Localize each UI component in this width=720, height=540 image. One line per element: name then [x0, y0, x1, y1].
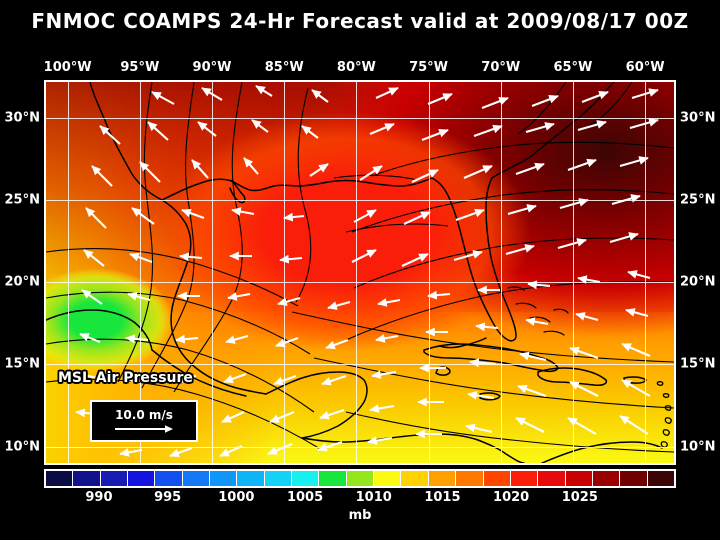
colorbar-swatch-7 — [237, 471, 265, 486]
colorbar-swatch-14 — [428, 471, 457, 486]
colorbar-swatch-2 — [100, 471, 129, 486]
lon-tick-75: 75°W — [409, 60, 449, 75]
pressure-field-svg — [46, 82, 674, 463]
colorbar[interactable] — [44, 469, 676, 488]
colorbar-swatch-6 — [210, 471, 238, 486]
colorbar-ticks: 990 995 1000 1005 1010 1015 1020 1025 — [44, 490, 676, 506]
page-title: FNMOC COAMPS 24-Hr Forecast valid at 200… — [31, 9, 689, 33]
colorbar-tick-1020: 1020 — [493, 490, 530, 505]
map-canvas — [46, 82, 674, 463]
lon-tick-60: 60°W — [625, 60, 665, 75]
colorbar-swatch-11 — [346, 471, 375, 486]
lon-tick-90: 90°W — [192, 60, 232, 75]
colorbar-swatch-12 — [374, 471, 402, 486]
colorbar-tick-1010: 1010 — [355, 490, 392, 505]
colorbar-tick-1015: 1015 — [424, 490, 461, 505]
lat-tick-right-20: 20°N — [680, 274, 716, 290]
colorbar-swatch-15 — [456, 471, 484, 486]
colorbar-swatch-13 — [401, 471, 429, 486]
lat-tick-left-30: 30°N — [4, 110, 40, 126]
lat-tick-right-25: 25°N — [680, 192, 716, 208]
colorbar-swatch-22 — [647, 471, 674, 486]
colorbar-swatch-1 — [73, 471, 101, 486]
colorbar-swatch-0 — [46, 471, 74, 486]
latitude-axis-left: 30°N 25°N 20°N 15°N 10°N — [0, 82, 44, 463]
colorbar-swatch-8 — [264, 471, 293, 486]
colorbar-swatch-17 — [510, 471, 539, 486]
lat-tick-left-25: 25°N — [4, 192, 40, 208]
colorbar-tick-1025: 1025 — [561, 490, 598, 505]
lon-tick-85: 85°W — [264, 60, 304, 75]
colorbar-tick-1000: 1000 — [218, 490, 255, 505]
colorbar-tick-990: 990 — [85, 490, 113, 505]
lon-tick-95: 95°W — [120, 60, 160, 75]
colorbar-swatch-9 — [292, 471, 320, 486]
colorbar-swatch-18 — [538, 471, 566, 486]
colorbar-tick-1005: 1005 — [286, 490, 324, 505]
colorbar-swatch-19 — [565, 471, 593, 486]
wind-scale-key: 10.0 m/s — [90, 400, 198, 442]
colorbar-tick-995: 995 — [154, 490, 182, 505]
right-arrow-icon — [115, 424, 173, 433]
lat-tick-right-30: 30°N — [680, 110, 716, 126]
lat-tick-right-15: 15°N — [680, 356, 716, 372]
colorbar-swatch-16 — [483, 471, 511, 486]
colorbar-unit-label: mb — [348, 508, 372, 523]
lat-tick-left-20: 20°N — [4, 274, 40, 290]
lon-tick-80: 80°W — [336, 60, 376, 75]
lon-tick-65: 65°W — [553, 60, 593, 75]
lat-tick-left-10: 10°N — [4, 439, 40, 455]
wind-scale-value: 10.0 m/s — [115, 407, 173, 422]
latitude-axis-right: 30°N 25°N 20°N 15°N 10°N — [676, 82, 720, 463]
longitude-axis: 100°W 95°W 90°W 85°W 80°W 75°W 70°W 65°W 60°W — [43, 60, 674, 76]
colorbar-swatch-21 — [620, 471, 648, 486]
colorbar-swatch-4 — [155, 471, 183, 486]
colorbar-swatch-3 — [128, 471, 156, 486]
lon-tick-100: 100°W — [43, 60, 92, 75]
map-plot-area[interactable]: MSL Air Pressure 10.0 m/s — [44, 80, 676, 465]
colorbar-swatch-20 — [592, 471, 621, 486]
lon-tick-70: 70°W — [481, 60, 521, 75]
colorbar-swatch-10 — [319, 471, 347, 486]
lat-tick-left-15: 15°N — [4, 356, 40, 372]
colorbar-swatch-5 — [182, 471, 211, 486]
lat-tick-right-10: 10°N — [680, 439, 716, 455]
